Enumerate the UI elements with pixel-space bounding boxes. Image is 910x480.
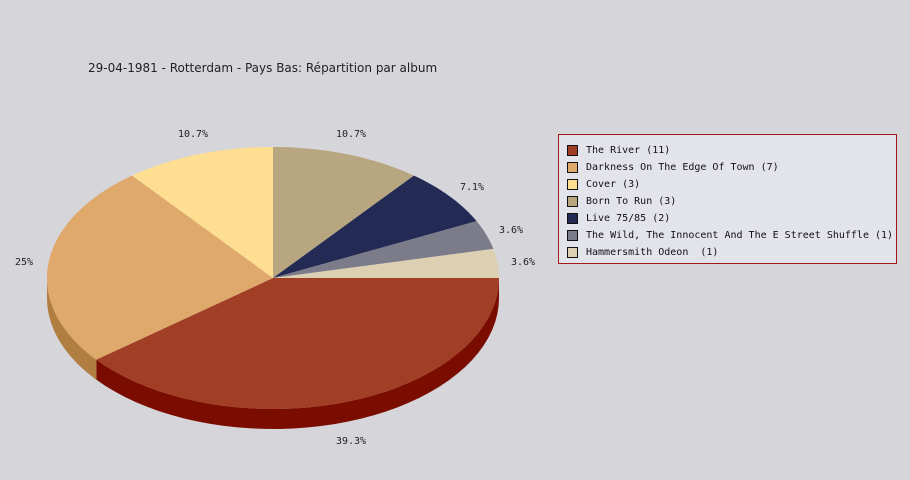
slice-percent-label: 39.3% bbox=[336, 436, 366, 447]
legend-label: Born To Run (3) bbox=[586, 196, 677, 207]
legend-item: Live 75/85 (2) bbox=[559, 210, 896, 227]
slice-percent-label: 25% bbox=[15, 257, 33, 268]
legend-label: The Wild, The Innocent And The E Street … bbox=[586, 230, 894, 241]
legend-label: Hammersmith Odeon (1) bbox=[586, 247, 719, 258]
slice-percent-label: 7.1% bbox=[460, 182, 484, 193]
legend-item: Hammersmith Odeon (1) bbox=[559, 244, 896, 261]
legend-swatch bbox=[567, 213, 578, 224]
pie-slice bbox=[47, 175, 273, 360]
legend-swatch bbox=[567, 162, 578, 173]
legend: The River (11) Darkness On The Edge Of To… bbox=[558, 134, 897, 264]
slice-percent-label: 3.6% bbox=[499, 225, 523, 236]
pie-slice bbox=[96, 278, 499, 409]
legend-swatch bbox=[567, 196, 578, 207]
legend-item: Darkness On The Edge Of Town (7) bbox=[559, 159, 896, 176]
legend-swatch bbox=[567, 179, 578, 190]
slice-percent-label: 10.7% bbox=[336, 129, 366, 140]
legend-label: Darkness On The Edge Of Town (7) bbox=[586, 162, 779, 173]
legend-swatch bbox=[567, 145, 578, 156]
pie-slice bbox=[273, 175, 477, 278]
pie-slice bbox=[273, 221, 494, 278]
legend-item: Born To Run (3) bbox=[559, 193, 896, 210]
legend-label: Cover (3) bbox=[586, 179, 641, 190]
chart-title: 29-04-1981 - Rotterdam - Pays Bas: Répar… bbox=[88, 61, 438, 75]
legend-label: Live 75/85 (2) bbox=[586, 213, 671, 224]
legend-item: The Wild, The Innocent And The E Street … bbox=[559, 227, 896, 244]
pie-slice-side bbox=[96, 278, 499, 429]
slice-percent-label: 10.7% bbox=[178, 129, 208, 140]
legend-item: Cover (3) bbox=[559, 176, 896, 193]
legend-swatch bbox=[567, 230, 578, 241]
legend-item: The River (11) bbox=[559, 142, 896, 159]
legend-swatch bbox=[567, 247, 578, 258]
legend-label: The River (11) bbox=[586, 145, 671, 156]
pie-slice-side bbox=[47, 278, 97, 380]
pie-slice bbox=[273, 248, 499, 278]
pie-slice bbox=[132, 147, 273, 278]
pie-slice bbox=[273, 147, 414, 278]
slice-percent-label: 3.6% bbox=[511, 257, 535, 268]
